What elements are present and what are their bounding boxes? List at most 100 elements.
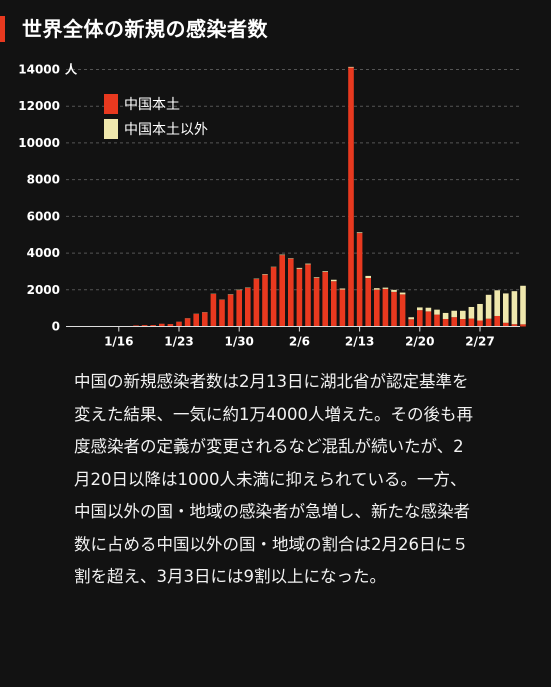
bar-china — [348, 67, 354, 327]
x-tick-label: 2/20 — [405, 335, 434, 349]
legend-swatch-outside-china — [104, 119, 118, 139]
bar-outside-china — [305, 263, 311, 265]
bar-outside-china — [485, 294, 492, 319]
bar-china — [511, 324, 518, 327]
bar-outside-china — [494, 290, 500, 316]
bar-outside-china — [262, 274, 268, 275]
bar-china — [141, 325, 148, 327]
bar-china — [227, 294, 234, 327]
bar-china — [296, 268, 303, 327]
x-tick-label: 1/23 — [164, 335, 193, 349]
bar-outside-china — [425, 307, 432, 312]
y-tick-label: 14000 — [18, 63, 60, 77]
legend-label-china: 中国本土 — [124, 97, 180, 113]
y-tick-label: 2000 — [27, 283, 60, 297]
y-tick-label: 6000 — [27, 209, 60, 223]
x-tick-label: 2/27 — [465, 335, 494, 349]
bar-outside-china — [468, 306, 475, 319]
bar-china — [167, 324, 174, 327]
bar-china — [365, 278, 371, 327]
bar-china — [322, 271, 328, 327]
x-tick-label: 1/16 — [104, 335, 133, 349]
bar-china — [391, 291, 397, 327]
legend: 中国本土 中国本土以外 — [104, 94, 208, 139]
y-tick-label: 8000 — [27, 173, 60, 187]
bar-china — [279, 255, 285, 327]
bar-outside-china — [520, 285, 526, 325]
bar-china — [159, 323, 165, 327]
bar-outside-china — [399, 292, 406, 295]
bar-china — [451, 317, 457, 327]
bar-outside-china — [382, 287, 389, 289]
bar-china — [236, 290, 242, 327]
bar-outside-china — [374, 288, 380, 290]
bar-outside-china — [365, 275, 371, 279]
bar-outside-china — [296, 267, 303, 269]
body-paragraph: 中国の新規感染者数は2月13日に湖北省が認定基準を変えた結果、一気に約1万400… — [74, 372, 473, 586]
bar-china — [219, 299, 225, 327]
bar-china — [442, 318, 449, 327]
bar-china — [494, 315, 500, 327]
bar-outside-china — [331, 279, 337, 282]
bar-outside-china — [279, 254, 285, 256]
bar-china — [184, 318, 191, 327]
bar-china — [468, 318, 475, 327]
x-tick-label: 2/13 — [345, 335, 374, 349]
bar-china — [339, 289, 346, 327]
y-tick-label: 12000 — [18, 99, 60, 113]
bars — [116, 66, 526, 327]
bar-china — [425, 311, 432, 327]
bar-outside-china — [322, 271, 328, 272]
bar-outside-china — [477, 303, 483, 321]
bar-outside-china — [391, 289, 397, 292]
bar-outside-china — [460, 310, 466, 320]
bar-china — [382, 288, 389, 327]
bar-outside-china — [434, 309, 440, 315]
bar-china — [477, 320, 483, 327]
bar-china — [305, 264, 311, 327]
x-tick-label: 1/30 — [224, 335, 253, 349]
bar-outside-china — [408, 317, 414, 320]
bar-china — [408, 319, 414, 327]
y-axis-ticks: 0 2000 4000 6000 8000 10000 12000 14000 — [18, 63, 60, 334]
bar-china — [133, 325, 139, 327]
bar-china — [313, 277, 320, 327]
bar-outside-china — [451, 310, 457, 318]
bar-outside-china — [348, 66, 354, 68]
bar-china — [210, 293, 217, 327]
bar-china — [288, 258, 294, 327]
legend-swatch-china — [104, 94, 118, 114]
bar-china — [520, 324, 526, 327]
bar-china — [253, 278, 260, 327]
x-tick-label: 2/6 — [289, 335, 310, 349]
bar-china — [262, 274, 268, 327]
chart-title: 世界全体の新規の感染者数 — [22, 17, 268, 41]
bar-china — [434, 314, 440, 327]
chart-header: 世界全体の新規の感染者数 — [0, 14, 551, 44]
y-tick-label: 4000 — [27, 246, 60, 260]
bar-outside-china — [339, 288, 346, 290]
bar-china — [417, 310, 423, 327]
bar-outside-china — [442, 312, 449, 319]
bar-outside-china — [313, 277, 320, 278]
x-axis-ticks: 1/16 1/23 1/30 2/6 2/13 2/20 2/27 — [104, 326, 495, 349]
bar-china — [202, 312, 208, 327]
y-tick-label: 0 — [52, 320, 60, 334]
bar-outside-china — [511, 291, 518, 325]
bar-china — [150, 325, 156, 327]
bar-china — [331, 281, 337, 327]
legend-label-outside-china: 中国本土以外 — [124, 122, 208, 138]
bar-outside-china — [503, 293, 509, 323]
bar-china — [270, 267, 277, 327]
bar-china — [460, 319, 466, 327]
bar-china — [374, 289, 380, 327]
y-axis-unit: 人 — [65, 62, 78, 77]
bar-outside-china — [417, 307, 423, 311]
title-accent-bar — [0, 16, 5, 42]
bar-china — [485, 318, 492, 327]
bar-china — [399, 294, 406, 327]
bar-outside-china — [356, 232, 363, 234]
bar-china — [176, 321, 182, 327]
bar-china — [245, 287, 251, 327]
